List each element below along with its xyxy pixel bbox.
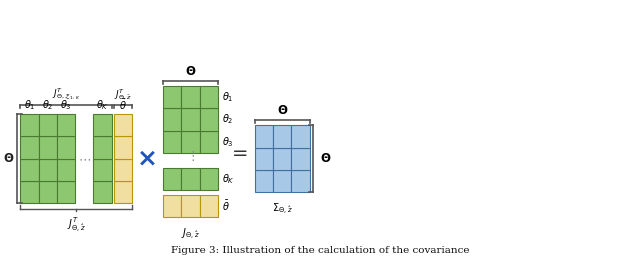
Bar [163, 108, 181, 130]
Bar [181, 195, 200, 217]
Text: $\mathbf{\Theta}$: $\mathbf{\Theta}$ [185, 65, 196, 78]
Bar [255, 125, 273, 148]
Bar [38, 181, 57, 203]
Bar [181, 168, 200, 190]
Text: $\Sigma_{\Theta,\hat{z}}$: $\Sigma_{\Theta,\hat{z}}$ [272, 202, 292, 217]
Text: $\bar{\theta}$: $\bar{\theta}$ [119, 98, 127, 112]
Bar [200, 195, 218, 217]
Text: $\theta_K$: $\theta_K$ [96, 99, 109, 112]
Text: $J^T_{\Theta,\hat{z}}$: $J^T_{\Theta,\hat{z}}$ [67, 216, 86, 235]
Text: $\theta_2$: $\theta_2$ [42, 99, 54, 112]
Text: $\theta_1$: $\theta_1$ [222, 90, 234, 104]
Text: $\mathbf{\Theta}$: $\mathbf{\Theta}$ [3, 152, 14, 165]
Bar [200, 108, 218, 130]
Bar [163, 86, 181, 108]
Text: $J^T_{\Theta,\bar{z}}$: $J^T_{\Theta,\bar{z}}$ [114, 88, 132, 102]
Bar [181, 108, 200, 130]
Text: $\theta_3$: $\theta_3$ [60, 99, 72, 112]
Text: $\theta_3$: $\theta_3$ [222, 135, 234, 149]
Text: $J_{\Theta,\hat{z}}$: $J_{\Theta,\hat{z}}$ [181, 227, 200, 242]
Bar [57, 181, 76, 203]
Bar [291, 148, 310, 170]
Bar [38, 114, 57, 137]
Bar [291, 125, 310, 148]
Bar [181, 86, 200, 108]
Bar [163, 130, 181, 153]
Bar [38, 137, 57, 159]
Bar [255, 170, 273, 192]
Text: Figure 3: Illustration of the calculation of the covariance: Figure 3: Illustration of the calculatio… [172, 246, 470, 255]
Bar [57, 159, 76, 181]
Bar [113, 137, 132, 159]
Bar [20, 181, 38, 203]
Text: $\vdots$: $\vdots$ [186, 149, 195, 163]
Bar [181, 130, 200, 153]
Bar [93, 181, 112, 203]
Bar [200, 86, 218, 108]
Text: $\bar{\theta}$: $\bar{\theta}$ [222, 199, 230, 213]
Text: $\theta_1$: $\theta_1$ [24, 99, 35, 112]
Text: $=$: $=$ [228, 142, 248, 161]
Text: $J^T_{\Theta,\mathcal{Z}_{1:K}}$: $J^T_{\Theta,\mathcal{Z}_{1:K}}$ [52, 86, 80, 102]
Bar [38, 159, 57, 181]
Bar [20, 159, 38, 181]
Text: $\mathbf{\times}$: $\mathbf{\times}$ [136, 147, 156, 171]
Bar [273, 148, 291, 170]
Bar [57, 114, 76, 137]
Bar [93, 137, 112, 159]
Bar [273, 125, 291, 148]
Bar [273, 170, 291, 192]
Bar [20, 137, 38, 159]
Text: $\mathbf{\Theta}$: $\mathbf{\Theta}$ [276, 104, 288, 117]
Text: $\theta_2$: $\theta_2$ [222, 112, 234, 126]
Bar [113, 159, 132, 181]
Bar [291, 170, 310, 192]
Bar [200, 168, 218, 190]
Text: $\theta_K$: $\theta_K$ [222, 172, 235, 186]
Bar [163, 195, 181, 217]
Bar [113, 114, 132, 137]
Text: $\mathbf{\Theta}$: $\mathbf{\Theta}$ [320, 152, 331, 165]
Text: $\cdots$: $\cdots$ [78, 152, 91, 165]
Bar [57, 137, 76, 159]
Bar [93, 159, 112, 181]
Bar [113, 181, 132, 203]
Bar [20, 114, 38, 137]
Bar [200, 130, 218, 153]
Bar [93, 114, 112, 137]
Bar [163, 168, 181, 190]
Bar [255, 148, 273, 170]
